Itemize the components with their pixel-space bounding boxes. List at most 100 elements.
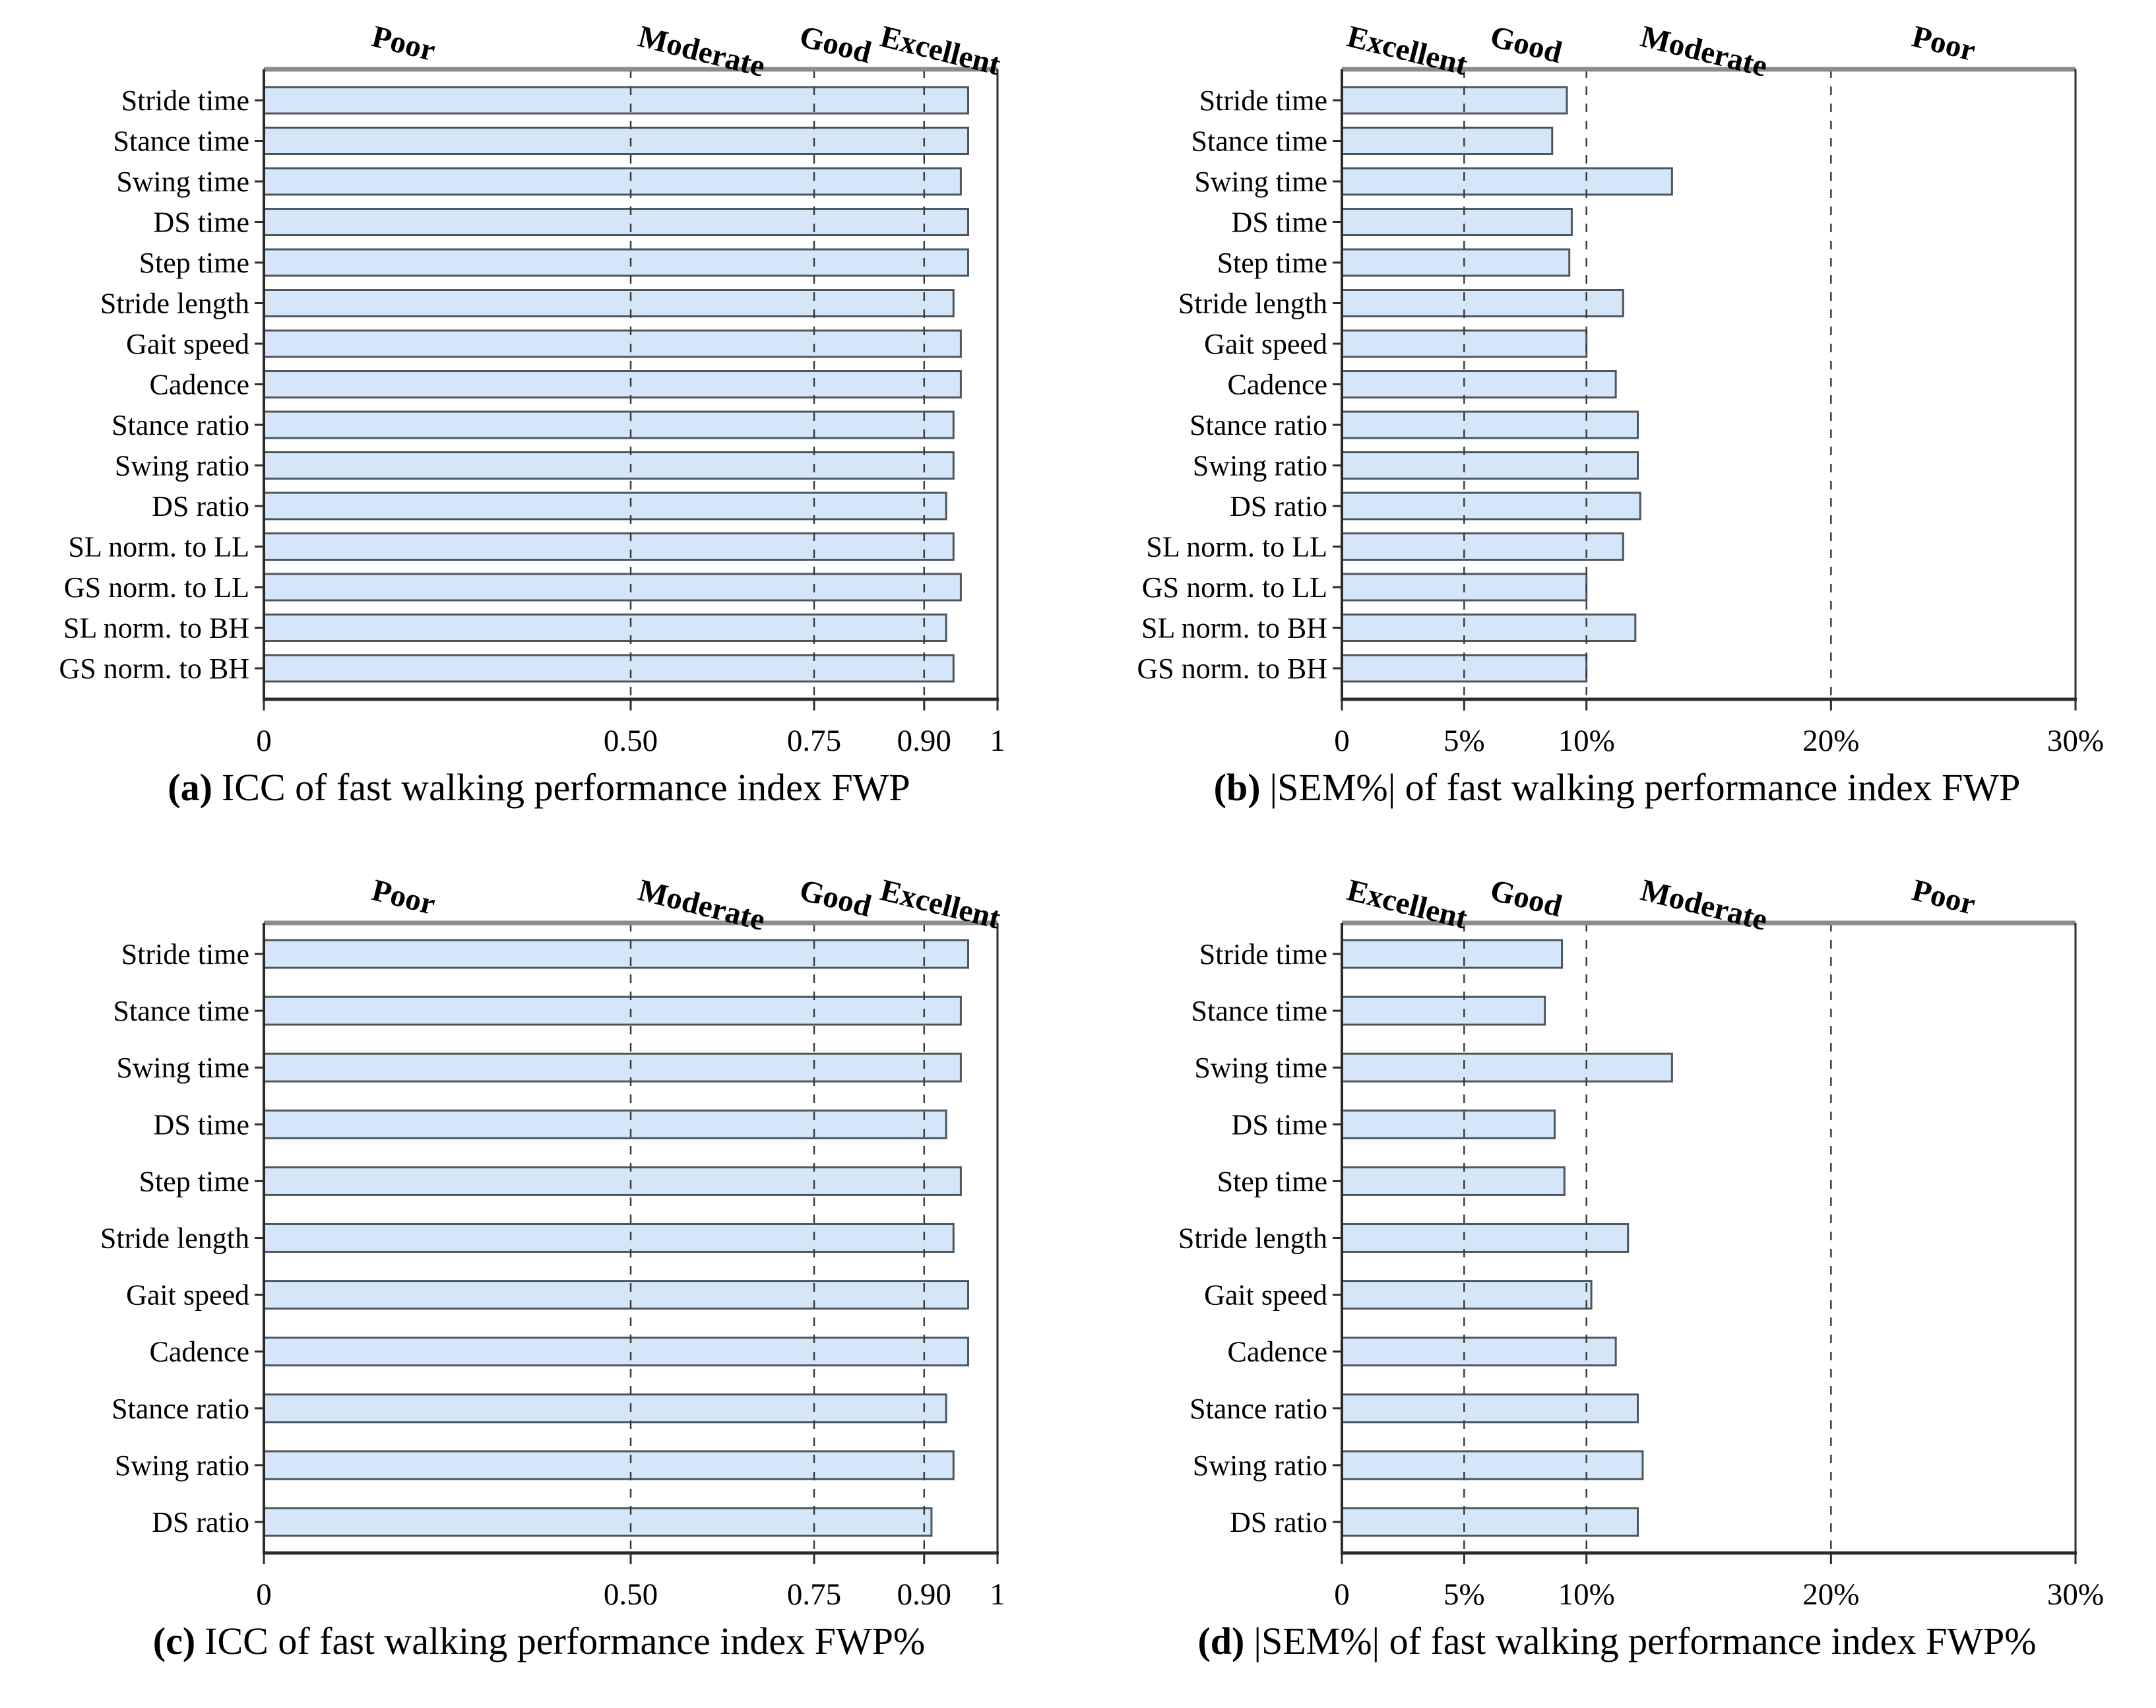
bar	[263, 370, 962, 398]
category-label: DS ratio	[1230, 490, 1327, 522]
bar	[263, 248, 970, 277]
zone-label: Good	[1487, 19, 1566, 70]
bar	[263, 451, 955, 480]
zone-label: Poor	[1909, 19, 1979, 68]
bar	[263, 329, 962, 358]
category-label: Step time	[139, 1165, 249, 1197]
bar	[263, 167, 962, 196]
category-label: Stance time	[113, 125, 250, 158]
category-label: GS norm. to LL	[1142, 571, 1327, 604]
zone-label: Excellent	[1344, 19, 1471, 82]
zone-label: Excellent	[877, 19, 1004, 82]
category-label: Stride time	[1199, 938, 1327, 970]
bar	[1341, 1393, 1639, 1424]
bar	[263, 410, 955, 439]
x-tick-label: 10%	[1558, 1577, 1615, 1612]
bar	[1341, 614, 1637, 642]
caption-a-text: ICC of fast walking performance index FW…	[221, 766, 910, 809]
bar	[1341, 1166, 1566, 1196]
category-label: DS ratio	[152, 1506, 249, 1538]
bar	[263, 573, 962, 602]
category-label: Stance ratio	[1189, 1393, 1327, 1425]
category-label: DS time	[1232, 206, 1327, 239]
category-label: Step time	[1217, 1165, 1327, 1197]
bar	[1341, 1450, 1644, 1480]
zone-label: Poor	[1909, 873, 1979, 922]
chart-c-icc-fwp-pct: Stride time Stance time Swing time DS time S…	[100, 873, 1005, 1612]
bar	[1341, 127, 1554, 155]
bar	[1341, 1223, 1630, 1253]
x-tick-label: 0.75	[787, 724, 841, 758]
zone-label: Good	[796, 19, 875, 70]
zone-label: Moderate	[635, 873, 769, 937]
x-tick-label: 0.90	[897, 724, 951, 758]
category-label: Gait speed	[126, 328, 249, 360]
category-label: DS time	[154, 206, 249, 239]
caption-d: (d) |SEM%| of fast walking performance in…	[1078, 1618, 2156, 1665]
category-label: DS time	[1232, 1108, 1327, 1141]
caption-d-text: |SEM%| of fast walking performance index…	[1253, 1620, 2037, 1662]
bar	[1341, 370, 1617, 398]
category-label: Swing time	[116, 166, 249, 198]
caption-a-prefix: (a)	[168, 766, 212, 809]
x-tick-label: 1	[990, 724, 1005, 758]
category-label: SL norm. to LL	[1146, 531, 1327, 563]
bar	[263, 939, 970, 969]
zone-label: Good	[1487, 873, 1566, 924]
x-tick-label: 0.50	[604, 724, 658, 758]
category-label: SL norm. to BH	[1141, 612, 1327, 645]
bar	[1341, 1337, 1617, 1367]
zone-label: Moderate	[635, 19, 769, 84]
category-label: Cadence	[150, 1336, 249, 1368]
bar	[263, 1280, 970, 1310]
bar	[263, 996, 962, 1026]
x-tick-label: 10%	[1558, 724, 1615, 758]
category-label: Cadence	[1228, 369, 1327, 401]
category-label: Swing time	[1194, 1052, 1327, 1084]
x-tick-label: 1	[990, 1577, 1005, 1612]
x-tick-label: 0.75	[787, 1577, 841, 1612]
bar	[263, 654, 955, 683]
bar	[263, 1393, 947, 1424]
zone-label: Good	[796, 873, 875, 924]
bar	[1341, 532, 1624, 561]
bar	[1341, 1109, 1556, 1139]
zone-label: Poor	[369, 873, 439, 922]
x-tick-label: 5%	[1443, 1577, 1485, 1612]
x-tick-label: 20%	[1802, 724, 1859, 758]
bar	[263, 1109, 947, 1139]
category-label: Swing ratio	[115, 1449, 249, 1482]
category-label: SL norm. to LL	[68, 531, 249, 563]
category-label: Gait speed	[1204, 1279, 1327, 1312]
bar	[263, 1223, 955, 1253]
bar	[263, 289, 955, 317]
panel-a: Stride time Stance time Swing time DS time S…	[0, 0, 1078, 854]
bar	[263, 1337, 970, 1367]
bar	[1341, 1280, 1593, 1310]
category-label: Stride time	[121, 938, 249, 970]
category-label: DS time	[154, 1108, 249, 1141]
bar	[1341, 939, 1564, 969]
x-tick-label: 0.50	[604, 1577, 658, 1612]
panel-b: Stride time Stance time Swing time DS time S…	[1078, 0, 2156, 854]
caption-c-text: ICC of fast walking performance index FW…	[205, 1620, 926, 1662]
category-label: GS norm. to LL	[64, 571, 249, 604]
category-label: DS ratio	[152, 490, 249, 522]
x-tick-label: 30%	[2047, 724, 2104, 758]
zone-label: Excellent	[1344, 873, 1471, 935]
bar	[1341, 451, 1639, 480]
category-label: SL norm. to BH	[63, 612, 249, 645]
bar	[263, 1052, 962, 1083]
category-label: DS ratio	[1230, 1506, 1327, 1538]
bar	[263, 1166, 962, 1196]
bar	[1341, 248, 1571, 277]
category-label: Stance time	[113, 995, 250, 1027]
x-tick-label: 20%	[1802, 1577, 1859, 1612]
x-tick-label: 0	[1334, 1577, 1350, 1612]
category-label: Stance time	[1191, 995, 1328, 1027]
x-tick-label: 0	[1334, 724, 1350, 758]
x-tick-label: 0.90	[897, 1577, 951, 1612]
x-tick-label: 30%	[2047, 1577, 2104, 1612]
caption-c-prefix: (c)	[152, 1620, 196, 1662]
